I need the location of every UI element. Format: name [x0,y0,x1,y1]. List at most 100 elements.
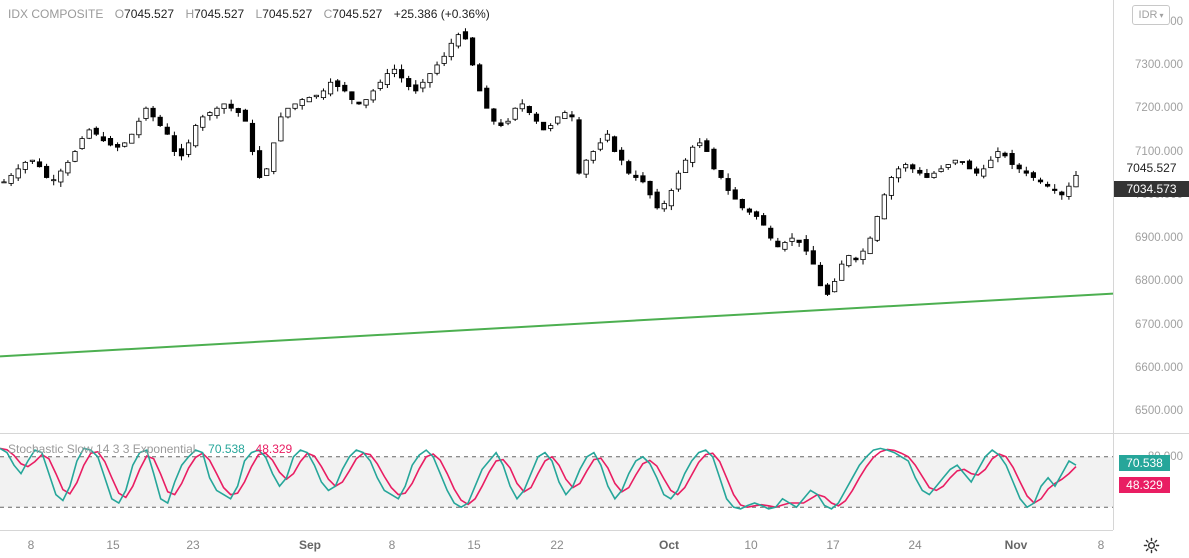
candle [491,107,497,125]
time-tick: Nov [1004,538,1028,552]
candle [562,110,568,119]
candle [590,150,596,164]
candle [320,88,327,100]
candle [796,239,802,247]
candle [1002,151,1008,158]
candle [526,105,532,116]
time-axis[interactable]: 8 15 23 Sep 8 15 22 Oct 10 17 24 Nov 8 [0,530,1113,558]
candle [966,159,973,170]
candle [846,254,852,268]
candle [171,131,177,157]
candle [498,119,504,128]
currency-selector[interactable]: IDR ▾ [1132,5,1170,25]
candle [72,150,78,163]
candle [455,32,461,49]
candle [342,81,348,93]
candle [753,210,760,220]
candle [264,167,270,176]
candle [583,159,589,178]
candle [335,79,341,92]
candle [114,142,121,152]
candle [839,260,845,281]
currency-label: IDR [1138,9,1158,21]
candle [938,165,944,173]
gear-icon-svg [1143,537,1160,554]
candle [1023,166,1029,177]
candle [519,99,525,112]
open-value: 7045.527 [124,7,175,21]
candle [349,91,355,105]
symbol-name: IDX COMPOSITE [8,7,104,21]
candle [647,180,653,199]
candle [441,52,447,67]
candle [8,173,14,187]
high-label: H [185,7,195,21]
stochastic-legend: Stochastic Slow 14 3 3 Exponential 70.53… [8,442,292,456]
candle [988,156,994,169]
candle [824,283,831,296]
time-tick: 24 [908,538,922,552]
candle [569,111,575,122]
price-tick: 6900.000 [1135,232,1183,245]
price-pane[interactable]: IDX COMPOSITE O7045.527 H7045.527 L7045.… [0,0,1113,433]
candle [107,135,114,147]
candle [860,248,866,265]
last-price-label: 7045.527 [1126,161,1177,176]
candle [661,200,667,212]
stochastic-pane[interactable]: Stochastic Slow 14 3 3 Exponential 70.53… [0,434,1113,530]
candle [29,159,35,165]
gear-icon[interactable] [1143,537,1160,554]
candle [931,171,937,179]
candle [611,135,618,153]
price-tick: 6800.000 [1135,275,1183,288]
candle [249,119,256,156]
candle [377,79,383,91]
time-tick: 17 [826,538,840,552]
price-axis[interactable]: 7400.0007300.0007200.0007100.0007000.000… [1113,0,1189,433]
candle [384,68,390,89]
candle [810,245,816,265]
candle [1,178,7,184]
candle [1037,177,1044,184]
candle [903,162,909,172]
candle [22,160,28,174]
candle [484,85,490,109]
pane-separator[interactable] [0,433,1189,434]
candle [100,131,106,142]
candle [832,278,838,293]
candle [974,166,980,177]
price-tick: 7100.000 [1135,145,1183,158]
candle [427,73,433,88]
candle [640,172,646,184]
stochastic-k-label: 70.538 [1119,454,1170,471]
close-value: 7045.527 [332,7,383,21]
candle [782,240,788,252]
candle [881,193,887,220]
candle [398,64,405,83]
trend-line[interactable] [0,292,1113,358]
time-tick: 8 [27,538,35,552]
time-tick: 8 [1097,538,1105,552]
candle [221,103,227,114]
candle [420,78,426,93]
candle [43,163,50,179]
price-chart[interactable] [0,0,1113,433]
current-price-label: 7034.573 [1114,180,1189,197]
candle [576,116,582,175]
candle [775,237,781,248]
high-value: 7045.527 [194,7,245,21]
candle [193,123,199,148]
candle [477,63,483,92]
candle [924,168,930,179]
candle [278,112,284,142]
candle [817,262,824,287]
candle [391,64,398,78]
stochastic-chart[interactable] [0,434,1113,530]
candle [945,164,951,170]
time-tick: 15 [467,538,481,552]
candle [668,188,674,211]
candle [462,28,469,40]
candle [555,116,561,126]
time-tick: 8 [388,538,396,552]
